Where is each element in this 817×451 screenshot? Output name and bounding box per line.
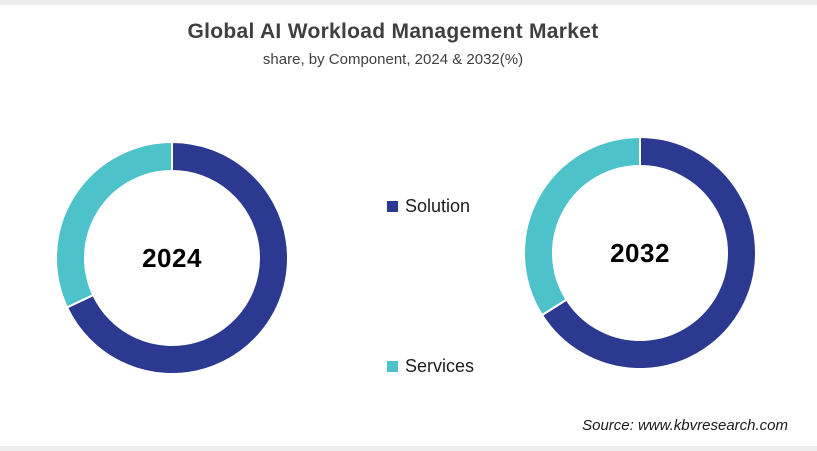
legend-label-services: Services (405, 356, 475, 376)
donut-2024-svg (55, 140, 289, 375)
donut-chart-2032: 2032 (522, 135, 758, 371)
legend-item-services: Services (387, 356, 474, 377)
source-credit: Source: www.kbvresearch.com (582, 417, 788, 434)
bottom-border-bar (0, 446, 817, 451)
donut-segment-services-2032 (523, 135, 641, 317)
donut-chart-2024: 2024 (54, 140, 290, 376)
chart-title: Global AI Workload Management Market (187, 20, 599, 43)
chart-header: Global AI Workload Management Market sha… (0, 19, 786, 69)
chart-subtitle: share, by Component, 2024 & 2032(%) (262, 51, 524, 68)
donut-segment-solution-2024 (65, 140, 289, 375)
legend-label-solution: Solution (405, 196, 471, 216)
legend-item-solution: Solution (387, 196, 470, 217)
legend-swatch-solution (387, 201, 398, 212)
donut-segment-services-2024 (55, 140, 173, 309)
legend-swatch-services (387, 361, 398, 372)
top-border-bar (0, 0, 817, 5)
donut-2032-svg (523, 135, 757, 370)
donut-segment-solution-2032 (540, 135, 757, 370)
